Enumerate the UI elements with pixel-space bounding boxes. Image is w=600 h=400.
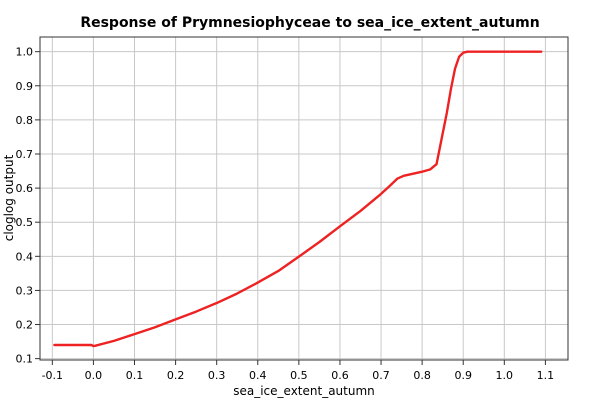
chart-title: Response of Prymnesiophyceae to sea_ice_…: [80, 15, 539, 31]
x-tick-label-11: 1.0: [496, 369, 514, 382]
y-tick-label-4: 0.5: [16, 216, 34, 229]
y-tick-label-9: 1.0: [16, 46, 34, 59]
series-line-0: [53, 50, 543, 348]
x-tick-label-2: 0.1: [126, 369, 144, 382]
y-tick-label-2: 0.3: [16, 284, 34, 297]
x-tick-label-12: 1.1: [537, 369, 555, 382]
x-tick-label-5: 0.4: [249, 369, 267, 382]
y-tick-label-0: 0.1: [16, 353, 34, 366]
x-tick-label-4: 0.3: [208, 369, 226, 382]
y-tick-label-5: 0.6: [16, 182, 34, 195]
series-lines: [53, 50, 543, 348]
x-tick-label-7: 0.6: [331, 369, 349, 382]
plot-frame: [39, 36, 569, 361]
x-tick-label-10: 0.9: [454, 369, 472, 382]
axes: [35, 36, 569, 365]
plot-area: [40, 37, 568, 360]
x-tick-label-3: 0.2: [167, 369, 185, 382]
x-axis-label: sea_ice_extent_autumn: [233, 384, 375, 398]
grid: [40, 37, 568, 360]
x-tick-label-9: 0.8: [413, 369, 431, 382]
y-tick-label-1: 0.2: [16, 319, 34, 332]
tick-labels: -0.1 0.0 0.1 0.2 0.3 0.4 0.5 0.6 0.7 0.8 0.9 1.0 1.1…: [16, 46, 555, 382]
y-tick-label-8: 0.9: [16, 80, 34, 93]
y-tick-label-3: 0.4: [16, 250, 34, 263]
x-tick-label-6: 0.5: [290, 369, 308, 382]
y-tick-label-6: 0.7: [16, 148, 34, 161]
y-axis-label: cloglog output: [2, 154, 16, 241]
x-tick-label-8: 0.7: [372, 369, 390, 382]
x-tick-label-0: -0.1: [42, 369, 63, 382]
y-tick-label-7: 0.8: [16, 114, 34, 127]
x-tick-label-1: 0.0: [85, 369, 103, 382]
